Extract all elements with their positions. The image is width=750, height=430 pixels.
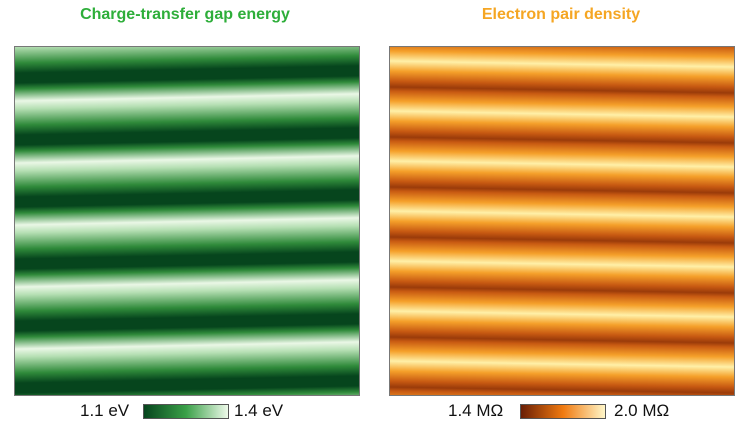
right-colorbar xyxy=(520,404,606,419)
right-scale-max: 2.0 MΩ xyxy=(614,401,670,420)
left-colorbar xyxy=(143,404,229,419)
electron-pair-density-map xyxy=(389,46,735,396)
left-scale-min: 1.1 eV xyxy=(80,401,130,420)
left-scale-max: 1.4 eV xyxy=(234,401,284,420)
right-scale-min: 1.4 MΩ xyxy=(448,401,504,420)
right-panel-title: Electron pair density xyxy=(481,6,641,23)
charge-transfer-gap-map xyxy=(14,46,360,396)
left-panel-title: Charge-transfer gap energy xyxy=(80,6,290,23)
